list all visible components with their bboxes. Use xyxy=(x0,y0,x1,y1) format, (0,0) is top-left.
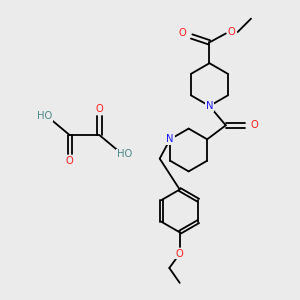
Text: O: O xyxy=(176,249,184,259)
Text: N: N xyxy=(167,134,174,144)
Text: HO: HO xyxy=(37,111,52,121)
Text: O: O xyxy=(250,120,258,130)
Text: HO: HO xyxy=(117,149,132,160)
Text: O: O xyxy=(66,156,74,166)
Text: O: O xyxy=(179,28,187,38)
Text: O: O xyxy=(228,27,236,37)
Text: N: N xyxy=(206,101,213,111)
Text: O: O xyxy=(96,104,103,114)
